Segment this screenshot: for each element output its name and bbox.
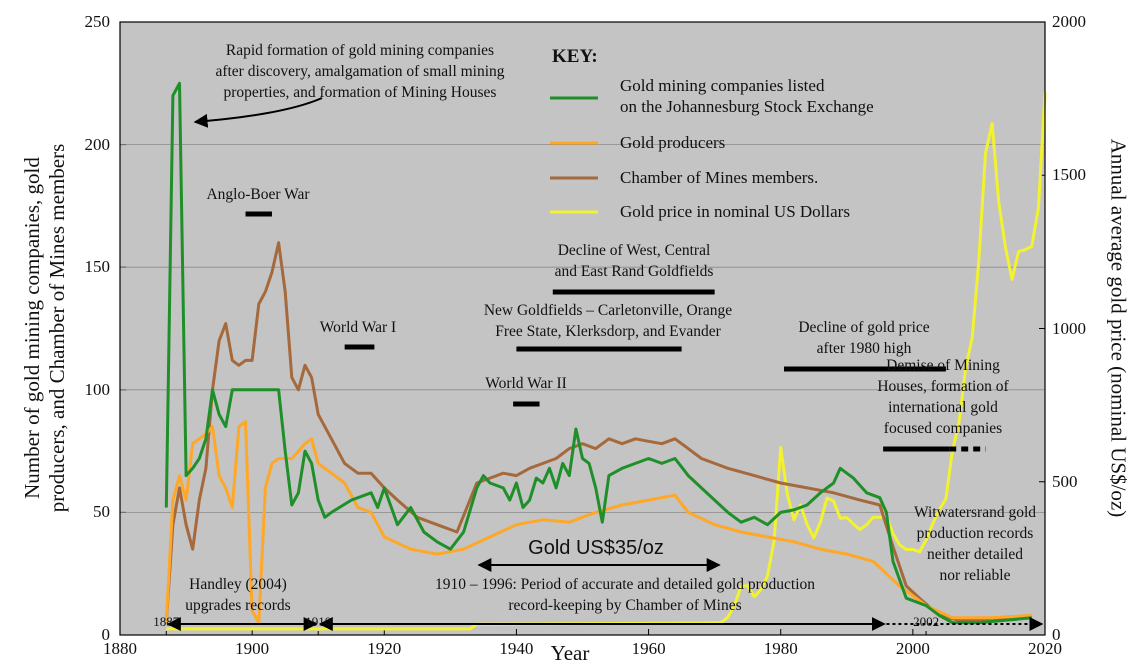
y-tick-label: 200 xyxy=(84,134,111,154)
x-tick-label: 1880 xyxy=(103,639,137,658)
x-tick-label: 2000 xyxy=(895,639,930,658)
x-tick-label: 1910 xyxy=(305,614,332,629)
series-line xyxy=(164,420,1032,625)
y-tick-label: 0 xyxy=(101,625,111,644)
x-tick-label: 1920 xyxy=(367,639,402,658)
series-line xyxy=(166,92,1047,631)
series-line xyxy=(164,81,1032,625)
annotation: Decline of West, Central and East Rand G… xyxy=(554,242,714,280)
annotation: 1910 – 1996: Period of accurate and deta… xyxy=(434,576,816,614)
legend-title: KEY: xyxy=(552,46,598,67)
plot-area xyxy=(120,22,1045,635)
annotation: Witwatersrand gold production records ne… xyxy=(913,504,1037,584)
legend-label: Gold mining companies listed on the Joha… xyxy=(620,76,874,116)
y2-tick-label: 1000 xyxy=(1052,318,1086,338)
annotation: Decline of gold price after 1980 high xyxy=(798,319,930,357)
x-tick-label: 2020 xyxy=(1028,639,1062,658)
legend-label: Chamber of Mines members. xyxy=(620,168,819,187)
x-tick-label: 1900 xyxy=(235,639,270,658)
annotation: Handley (2004) upgrades records xyxy=(185,576,291,614)
x-axis-label: Year xyxy=(550,641,590,665)
x-tick-label: 1940 xyxy=(499,639,534,658)
y2-axis-label: Annual average gold price (nominal US$/o… xyxy=(1106,138,1131,518)
y2-tick-label: 0 xyxy=(1052,625,1061,644)
annotation: New Goldfields – Carletonville, Orange F… xyxy=(483,302,733,340)
x-tick-label: 2002 xyxy=(913,614,940,629)
y2-tick-label: 500 xyxy=(1052,471,1078,491)
annotation: Demise of Mining Houses, formation of in… xyxy=(877,357,1009,437)
x-tick-label: 1960 xyxy=(631,639,666,658)
y-tick-label: 100 xyxy=(84,379,111,399)
annotation: World War I xyxy=(319,319,397,336)
callout-arrow xyxy=(193,97,323,128)
plot-frame xyxy=(119,21,1046,636)
y-tick-label: 50 xyxy=(93,502,110,522)
y2-tick-label: 2000 xyxy=(1052,12,1086,31)
legend-label: Gold price in nominal US Dollars xyxy=(620,202,850,221)
x-tick-label: 1887 xyxy=(153,614,180,629)
annotation: Rapid formation of gold mining companies… xyxy=(215,42,505,101)
series-line xyxy=(164,241,1032,623)
y2-tick-label: 1500 xyxy=(1052,165,1086,185)
legend-label: Gold producers xyxy=(620,133,726,152)
y-tick-label: 150 xyxy=(84,257,111,277)
x-tick-label: 1980 xyxy=(763,639,798,658)
annotation: Anglo-Boer War xyxy=(206,186,310,203)
annotation: World War II xyxy=(485,375,567,392)
y-tick-label: 250 xyxy=(84,12,111,31)
annotation: Gold US$35/oz xyxy=(528,537,664,559)
